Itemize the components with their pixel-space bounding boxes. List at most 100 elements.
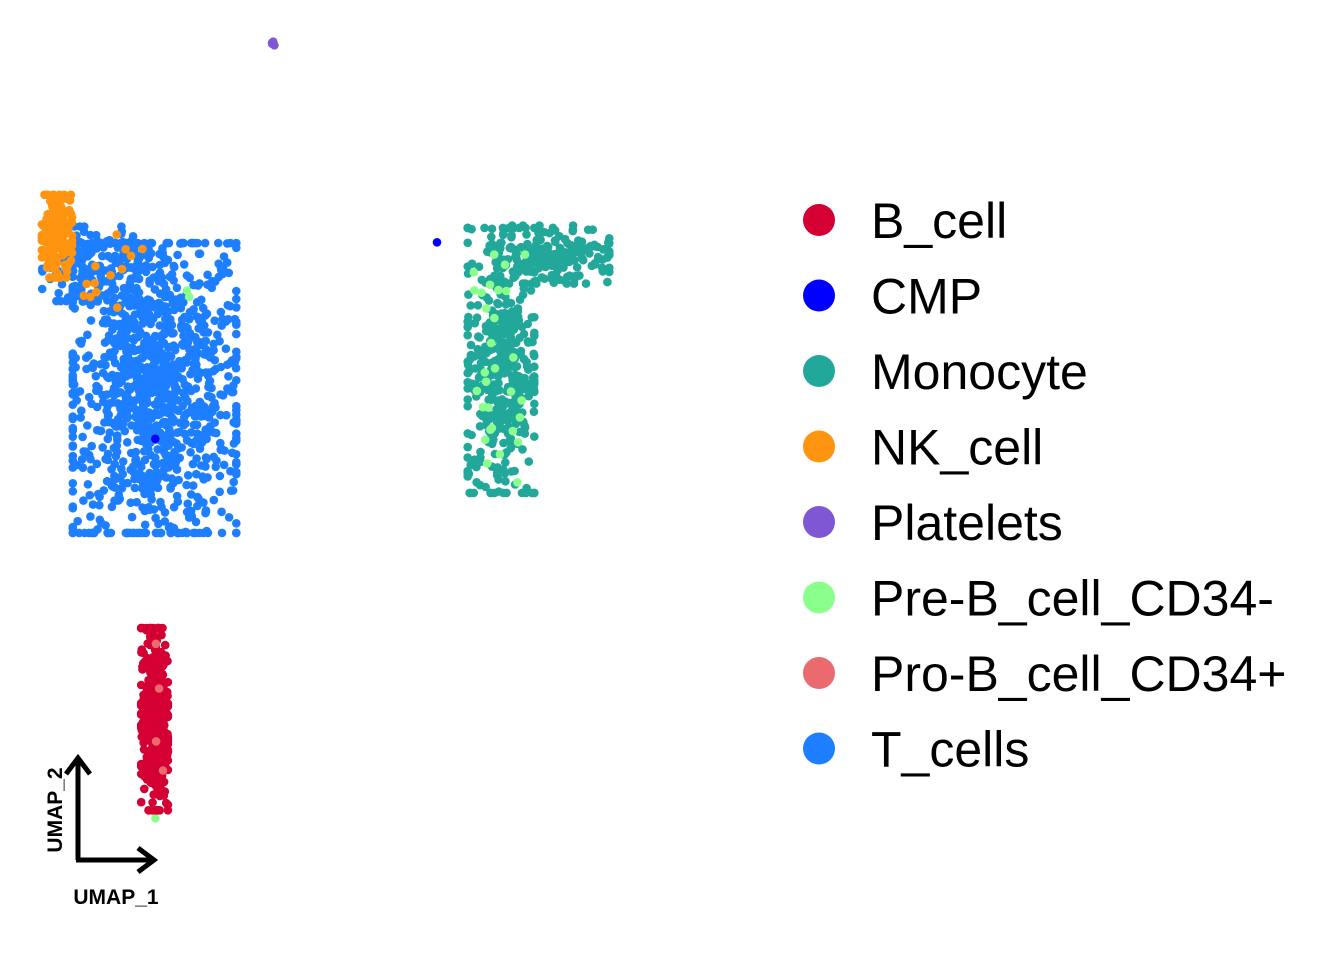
data-point xyxy=(180,429,190,439)
data-point xyxy=(487,488,496,498)
data-point xyxy=(189,305,198,314)
data-point xyxy=(160,508,170,517)
data-point xyxy=(90,278,99,288)
data-point xyxy=(76,273,85,283)
data-point xyxy=(186,369,195,379)
data-point xyxy=(513,312,523,322)
data-point xyxy=(464,290,473,299)
data-point xyxy=(53,232,63,242)
data-point xyxy=(215,471,225,481)
data-point xyxy=(472,386,482,396)
data-point xyxy=(522,230,531,239)
data-point xyxy=(495,450,505,459)
data-point xyxy=(480,368,490,377)
data-point xyxy=(112,371,122,381)
data-point xyxy=(463,360,473,370)
data-point xyxy=(151,513,160,523)
legend-label: Pro-B_cell_CD34+ xyxy=(871,646,1286,702)
data-point xyxy=(492,470,502,480)
data-point xyxy=(167,474,177,483)
data-point xyxy=(68,423,78,433)
data-point xyxy=(463,317,473,326)
data-point xyxy=(118,457,128,466)
data-point xyxy=(151,737,161,746)
data-point xyxy=(118,362,127,371)
data-point xyxy=(214,238,223,248)
data-point xyxy=(68,352,78,361)
data-point xyxy=(153,410,162,420)
data-point xyxy=(131,454,141,464)
data-point xyxy=(212,456,221,465)
data-point xyxy=(511,419,521,429)
data-point xyxy=(159,660,168,670)
data-point xyxy=(68,487,78,496)
data-point xyxy=(591,260,600,269)
data-point xyxy=(45,221,54,231)
data-point xyxy=(481,377,491,387)
data-point xyxy=(159,726,169,736)
data-point xyxy=(177,315,187,325)
data-point xyxy=(496,238,505,248)
data-point xyxy=(158,766,168,775)
data-point xyxy=(98,443,107,452)
data-point xyxy=(103,289,112,298)
data-point xyxy=(493,333,503,343)
data-point xyxy=(68,365,78,374)
legend-key xyxy=(803,430,835,463)
data-point xyxy=(139,447,149,456)
data-point xyxy=(68,502,78,511)
data-point xyxy=(131,447,141,457)
data-point xyxy=(154,277,163,286)
data-point xyxy=(208,276,217,286)
data-point xyxy=(513,304,523,314)
data-point xyxy=(104,373,113,383)
data-point xyxy=(588,225,597,234)
data-point xyxy=(183,396,192,406)
data-point xyxy=(502,488,511,498)
data-point xyxy=(84,351,93,360)
data-point xyxy=(490,364,500,373)
data-point xyxy=(507,231,516,240)
data-point xyxy=(69,380,79,389)
data-point xyxy=(216,438,225,448)
data-point xyxy=(127,512,137,522)
data-point xyxy=(123,438,132,447)
data-point xyxy=(572,263,582,272)
data-point xyxy=(98,368,108,378)
data-point xyxy=(470,318,480,328)
data-point xyxy=(151,814,160,823)
data-point xyxy=(463,223,473,233)
data-point xyxy=(111,452,121,461)
legend-item: T_cells xyxy=(803,722,1029,778)
data-point xyxy=(163,363,172,373)
series-cmp xyxy=(151,238,442,444)
data-point xyxy=(57,225,66,234)
data-point xyxy=(133,256,143,265)
legend-item: B_cell xyxy=(803,193,1007,249)
data-point xyxy=(119,419,128,428)
data-point xyxy=(131,274,140,283)
data-point xyxy=(54,210,63,219)
data-point xyxy=(113,399,122,408)
data-point xyxy=(139,745,149,754)
data-point xyxy=(165,316,175,326)
data-point xyxy=(163,800,173,810)
data-point xyxy=(485,241,494,250)
data-point xyxy=(75,257,84,267)
data-point xyxy=(137,462,146,472)
data-point xyxy=(215,487,224,497)
data-point xyxy=(213,330,222,340)
data-point xyxy=(487,232,496,242)
data-point xyxy=(520,261,529,271)
data-point xyxy=(110,358,120,368)
series-nk-cell xyxy=(37,190,147,312)
data-point xyxy=(463,238,473,248)
data-point xyxy=(68,412,78,421)
data-point xyxy=(87,399,96,409)
data-point xyxy=(474,262,484,272)
data-point xyxy=(201,506,211,515)
data-point xyxy=(496,347,505,357)
data-point xyxy=(182,480,191,490)
data-point xyxy=(173,371,183,381)
